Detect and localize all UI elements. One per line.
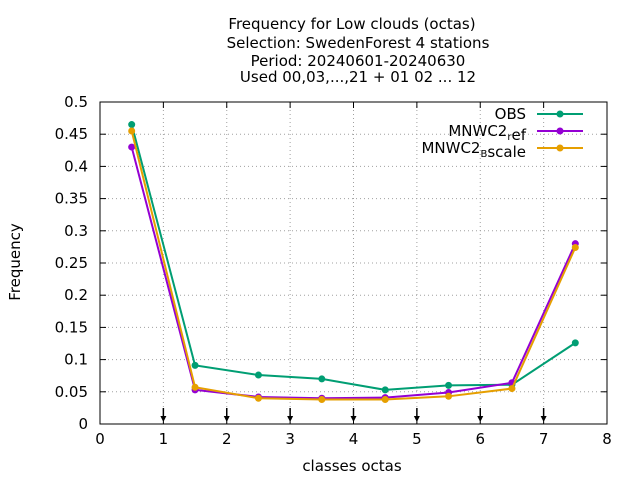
x-tick-label: 2 <box>222 430 232 448</box>
legend-text-part: MNWC2 <box>448 122 507 140</box>
series-point-2 <box>445 392 453 400</box>
legend-text-part: scale <box>487 143 526 161</box>
bin-marker-arrow <box>477 416 484 422</box>
legend-label-2: MNWC2Bscale <box>421 139 526 161</box>
y-tick-label: 0.2 <box>64 286 88 304</box>
bin-marker-arrow <box>413 416 420 422</box>
y-axis-title: Frequency <box>6 223 24 301</box>
legend-subscript: r <box>507 132 512 143</box>
legend-swatch-point-2 <box>556 144 564 152</box>
x-axis-title: classes octas <box>302 457 402 475</box>
legend-label-1: MNWC2ref <box>448 122 526 144</box>
bin-marker-arrow <box>350 416 357 422</box>
y-tick-label: 0.3 <box>64 222 88 240</box>
y-tick-label: 0.5 <box>64 93 88 111</box>
series-point-2 <box>508 385 516 393</box>
x-tick-label: 0 <box>95 430 105 448</box>
y-tick-label: 0.05 <box>55 383 88 401</box>
legend-label-0: OBS <box>495 105 526 123</box>
x-tick-label: 7 <box>539 430 549 448</box>
series-point-2 <box>191 383 199 391</box>
bin-marker-arrow <box>287 416 294 422</box>
series-point-0 <box>254 371 262 379</box>
y-tick-label: 0.25 <box>55 254 88 272</box>
series-point-0 <box>381 386 389 394</box>
chart-title: Frequency for Low clouds (octas) Selecti… <box>227 15 490 86</box>
title-line-3: Period: 20240601-20240630 <box>251 52 466 70</box>
x-tick-label: 8 <box>602 430 612 448</box>
x-tick-label: 4 <box>349 430 359 448</box>
series-point-0 <box>318 375 326 383</box>
series-point-1 <box>128 143 136 151</box>
legend-text-part: MNWC2 <box>421 139 480 157</box>
series-point-2 <box>381 396 389 404</box>
y-tick-label: 0.15 <box>55 318 88 336</box>
legend-text-part: ef <box>511 126 526 144</box>
legend-subscript: B <box>480 149 487 160</box>
legend-swatch-point-0 <box>556 110 564 118</box>
legend-swatch-point-1 <box>556 127 564 135</box>
y-tick-label: 0.1 <box>64 351 88 369</box>
y-tick-label: 0 <box>78 415 88 433</box>
series-point-0 <box>191 361 199 369</box>
series-point-0 <box>128 121 136 129</box>
bin-markers <box>160 408 547 422</box>
x-tick-label: 6 <box>475 430 485 448</box>
series-point-0 <box>571 339 579 347</box>
series-point-2 <box>128 127 136 135</box>
title-line-2: Selection: SwedenForest 4 stations <box>227 34 490 52</box>
x-tick-label: 3 <box>285 430 295 448</box>
title-line-4: Used 00,03,...,21 + 01 02 ... 12 <box>240 68 476 86</box>
y-tick-label: 0.45 <box>55 125 88 143</box>
bin-marker-arrow <box>160 416 167 422</box>
legend-text-part: OBS <box>495 105 526 123</box>
x-tick-label: 1 <box>159 430 169 448</box>
bin-marker-arrow <box>223 416 230 422</box>
bin-marker-arrow <box>540 416 547 422</box>
y-tick-label: 0.4 <box>64 157 88 175</box>
series-point-0 <box>445 381 453 389</box>
series-point-2 <box>318 396 326 404</box>
series-point-2 <box>254 394 262 402</box>
y-tick-label: 0.35 <box>55 190 88 208</box>
series-point-2 <box>571 244 579 252</box>
series-group <box>128 121 579 404</box>
series-line-1 <box>130 146 577 400</box>
grid <box>100 102 607 424</box>
x-tick-label: 5 <box>412 430 422 448</box>
series-line-2 <box>130 130 577 401</box>
title-line-1: Frequency for Low clouds (octas) <box>228 15 475 33</box>
